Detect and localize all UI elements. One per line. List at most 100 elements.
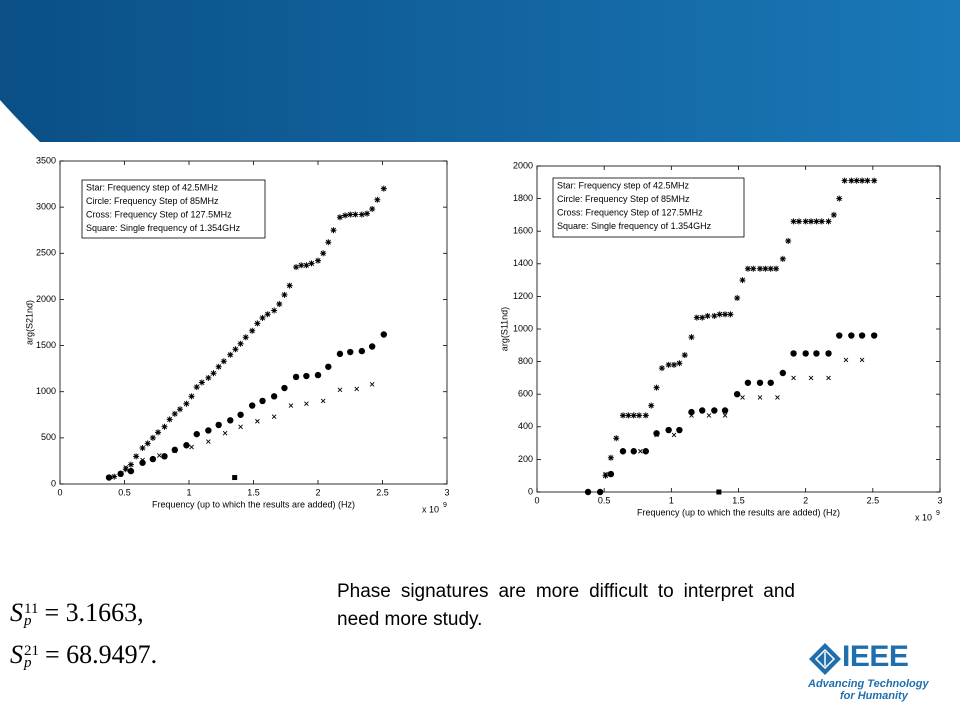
star-marker: [871, 177, 878, 184]
star-marker: [193, 384, 200, 391]
cross-marker: [337, 387, 343, 393]
y-tick-label: 0: [528, 486, 533, 496]
circle-marker: [699, 407, 706, 414]
legend-entry: Cross: Frequency Step of 127.5MHz: [86, 209, 232, 219]
star-marker: [358, 211, 365, 218]
star-marker: [802, 218, 809, 225]
header-shape: [0, 0, 960, 142]
cross-marker: [123, 465, 129, 470]
circle-marker: [368, 343, 376, 350]
star-marker: [836, 195, 843, 202]
cross-marker: [140, 457, 145, 463]
star-marker: [744, 265, 751, 272]
star-marker: [693, 314, 700, 321]
cross-marker: [206, 439, 211, 444]
circle-marker: [281, 384, 288, 392]
star-marker: [380, 185, 387, 192]
star-marker: [859, 177, 866, 184]
star-marker: [342, 212, 349, 219]
cross-marker: [603, 471, 608, 477]
star-marker: [259, 314, 266, 321]
header-band: [0, 0, 960, 142]
legend-box: [81, 179, 266, 239]
star-marker: [785, 237, 792, 244]
star-marker: [111, 473, 118, 480]
star-marker: [762, 265, 769, 272]
x-tick-label: 0.5: [598, 495, 611, 505]
star-marker: [352, 211, 359, 218]
y-tick-label: 2000: [513, 160, 533, 170]
star-marker: [369, 205, 376, 212]
star-marker: [166, 416, 173, 423]
circle-marker: [790, 350, 797, 357]
circle-marker: [711, 407, 718, 414]
circle-marker: [676, 426, 683, 434]
star-marker: [853, 177, 860, 184]
star-marker: [681, 352, 688, 359]
x-tick-label: 2.5: [867, 495, 880, 505]
star-marker: [711, 312, 718, 319]
star-marker: [303, 262, 310, 269]
star-marker: [739, 277, 746, 284]
star-marker: [139, 445, 146, 452]
star-marker: [227, 351, 234, 358]
circle-marker: [870, 332, 878, 339]
star-marker: [716, 311, 723, 318]
x-tick-label: 0.5: [118, 487, 131, 497]
circle-marker: [380, 331, 387, 338]
x-tick-label: 1.5: [247, 487, 260, 497]
circle-marker: [127, 467, 135, 475]
star-marker: [699, 314, 706, 321]
circle-marker: [270, 393, 278, 400]
star-marker: [347, 211, 354, 218]
star-marker: [642, 412, 649, 419]
circle-marker: [215, 421, 222, 429]
cross-marker: [585, 489, 591, 495]
x-tick-label: 3: [444, 487, 449, 497]
star-marker: [198, 379, 205, 386]
circle-marker: [813, 350, 820, 357]
star-marker: [205, 374, 212, 381]
circle-marker: [183, 442, 190, 449]
circle-marker: [347, 348, 354, 356]
cross-marker: [238, 424, 243, 430]
circle-marker: [653, 430, 660, 437]
cross-marker: [271, 414, 277, 419]
cross-marker: [106, 475, 112, 480]
cross-marker: [689, 413, 694, 418]
y-tick-label: 1800: [513, 193, 533, 203]
circle-marker: [733, 391, 741, 398]
y-tick-label: 0: [51, 478, 56, 488]
x-scale-label: x 10: [422, 504, 439, 514]
star-marker: [171, 410, 178, 417]
x-scale-exponent: 9: [443, 502, 447, 509]
star-marker: [308, 260, 315, 267]
cross-marker: [157, 453, 162, 458]
star-marker: [276, 301, 283, 308]
cross-marker: [638, 448, 643, 454]
star-marker: [625, 412, 632, 419]
square-marker: [232, 475, 238, 481]
y-tick-label: 1400: [513, 258, 533, 268]
star-marker: [864, 177, 871, 184]
x-scale-label: x 10: [915, 512, 932, 522]
circle-marker: [336, 350, 344, 358]
y-tick-label: 1000: [36, 386, 56, 396]
star-marker: [144, 440, 151, 447]
logo-icon: [809, 643, 841, 675]
circle-marker: [642, 448, 650, 455]
cross-marker: [671, 432, 677, 438]
star-marker: [818, 218, 825, 225]
legend-entry: Cross: Frequency Step of 127.5MHz: [557, 207, 703, 217]
cross-marker: [354, 386, 360, 392]
star-marker: [848, 177, 855, 184]
y-tick-label: 600: [518, 389, 533, 399]
star-marker: [808, 218, 815, 225]
circle-marker: [779, 369, 787, 377]
star-marker: [264, 311, 271, 318]
star-marker: [155, 429, 162, 436]
circle-marker: [314, 371, 322, 379]
cross-marker: [740, 395, 745, 400]
